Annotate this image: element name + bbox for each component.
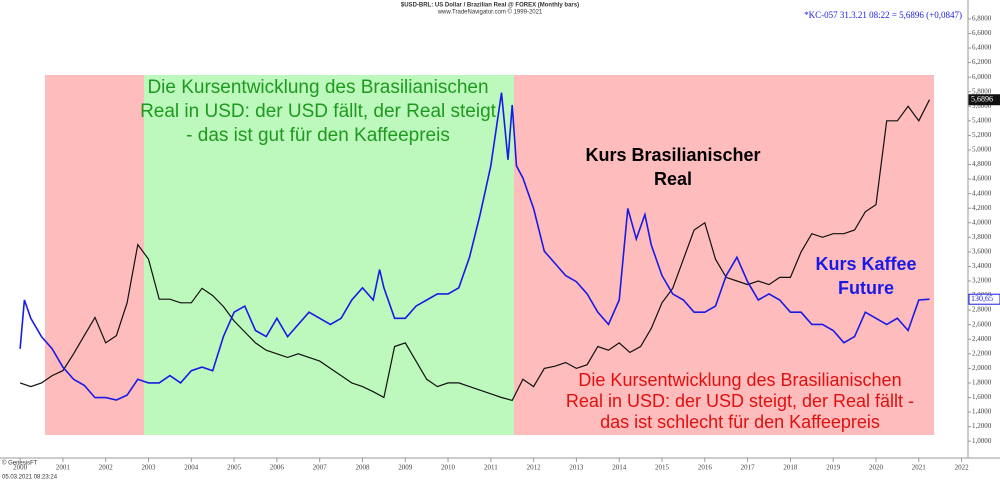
y-tick-label: 1,2000 (972, 422, 992, 430)
series-line (19, 99, 931, 402)
y-tick-label: 1,8000 (972, 379, 992, 387)
y-tick-label: 2,8000 (972, 306, 992, 314)
y-tick-label: 4,8000 (972, 160, 992, 168)
annotation: Kurs Brasilianischer (585, 145, 760, 165)
y-tick-label: 4,2000 (972, 204, 992, 212)
annotation: Real (654, 169, 692, 189)
y-tick-label: 5,2000 (972, 131, 992, 139)
x-tick-label: 2002 (99, 464, 114, 472)
x-tick-label: 2006 (270, 464, 285, 472)
y-tick-label: 2,6000 (972, 320, 992, 328)
x-tick-label: 2009 (398, 464, 413, 472)
annotation: - das ist gut für den Kaffeepreis (186, 125, 450, 146)
y-tick-label: 6,6000 (972, 29, 992, 37)
header-right: *KC-057 31.3.21 08:22 = 5,6896 (+0,0847) (804, 10, 962, 20)
x-tick-label: 2019 (826, 464, 841, 472)
y-tick-label: 4,0000 (972, 218, 992, 226)
y-tick-label: 3,2000 (972, 277, 992, 285)
annotation: das ist schlecht für den Kaffeepreis (600, 412, 880, 432)
y-tick-label: 4,6000 (972, 175, 992, 183)
x-tick-label: 2003 (141, 464, 156, 472)
x-tick-label: 2004 (184, 464, 199, 472)
x-tick-label: 2008 (355, 464, 370, 472)
chart-title: $USD-BRL: US Dollar / Brazilian Real @ F… (401, 3, 579, 9)
footer: 05.03.2021 08:23:24 (2, 475, 58, 481)
x-tick-label: 2012 (527, 464, 542, 472)
price-tag-label: 5,6896 (971, 95, 993, 104)
y-tick-label: 5,6000 (972, 102, 992, 110)
y-tick-label: 2,4000 (972, 335, 992, 343)
annotation: Real in USD: der USD steigt, der Real fä… (566, 391, 914, 411)
x-tick-label: 2015 (655, 464, 670, 472)
price-tag-label: 130,65 (971, 294, 993, 303)
x-tick-label: 2011 (484, 464, 498, 472)
x-tick-label: 2014 (612, 464, 627, 472)
region-pink (514, 75, 934, 435)
x-tick-label: 2010 (441, 464, 456, 472)
series-line (19, 92, 930, 401)
y-tick-label: 6,4000 (972, 44, 992, 52)
x-tick-label: 2001 (56, 464, 71, 472)
region-pink (45, 75, 144, 435)
annotation: Die Kursentwicklung des Brasilianischen (147, 77, 488, 98)
x-tick-label: 2007 (313, 464, 328, 472)
annotation: Future (838, 278, 894, 298)
y-tick-label: 2,0000 (972, 364, 992, 372)
footer: © GenesisFT (2, 460, 38, 467)
x-tick-label: 2017 (741, 464, 756, 472)
y-tick-label: 5,8000 (972, 87, 992, 95)
y-tick-label: 2,2000 (972, 349, 992, 357)
y-tick-label: 6,8000 (972, 15, 992, 23)
x-tick-label: 2000 (13, 464, 28, 472)
x-tick-label: 2021 (912, 464, 927, 472)
annotation: Real in USD: der USD fällt, der Real ste… (140, 101, 497, 122)
x-tick-label: 2013 (569, 464, 584, 472)
annotation: Kurs Kaffee (815, 254, 916, 274)
x-tick-label: 2022 (955, 464, 970, 472)
y-tick-label: 1,4000 (972, 408, 992, 416)
y-tick-label: 1,0000 (972, 437, 992, 445)
y-tick-label: 4,4000 (972, 189, 992, 197)
x-tick-label: 2018 (783, 464, 798, 472)
y-tick-label: 3,4000 (972, 262, 992, 270)
y-tick-label: 3,8000 (972, 233, 992, 241)
chart-subtitle: www.TradeNavigator.com © 1999-2021 (437, 9, 543, 16)
y-tick-label: 5,0000 (972, 146, 992, 154)
x-tick-label: 2005 (227, 464, 242, 472)
annotation: Die Kursentwicklung des Brasilianischen (578, 370, 901, 390)
y-tick-label: 5,4000 (972, 116, 992, 124)
y-tick-label: 6,2000 (972, 58, 992, 66)
region-green (144, 75, 514, 435)
price-tag (968, 293, 1000, 305)
price-tag (968, 94, 1000, 106)
x-tick-label: 2016 (698, 464, 713, 472)
x-tick-label: 2020 (869, 464, 884, 472)
y-tick-label: 1,6000 (972, 393, 992, 401)
y-tick-label: 3,6000 (972, 247, 992, 255)
y-tick-label: 6,0000 (972, 73, 992, 81)
